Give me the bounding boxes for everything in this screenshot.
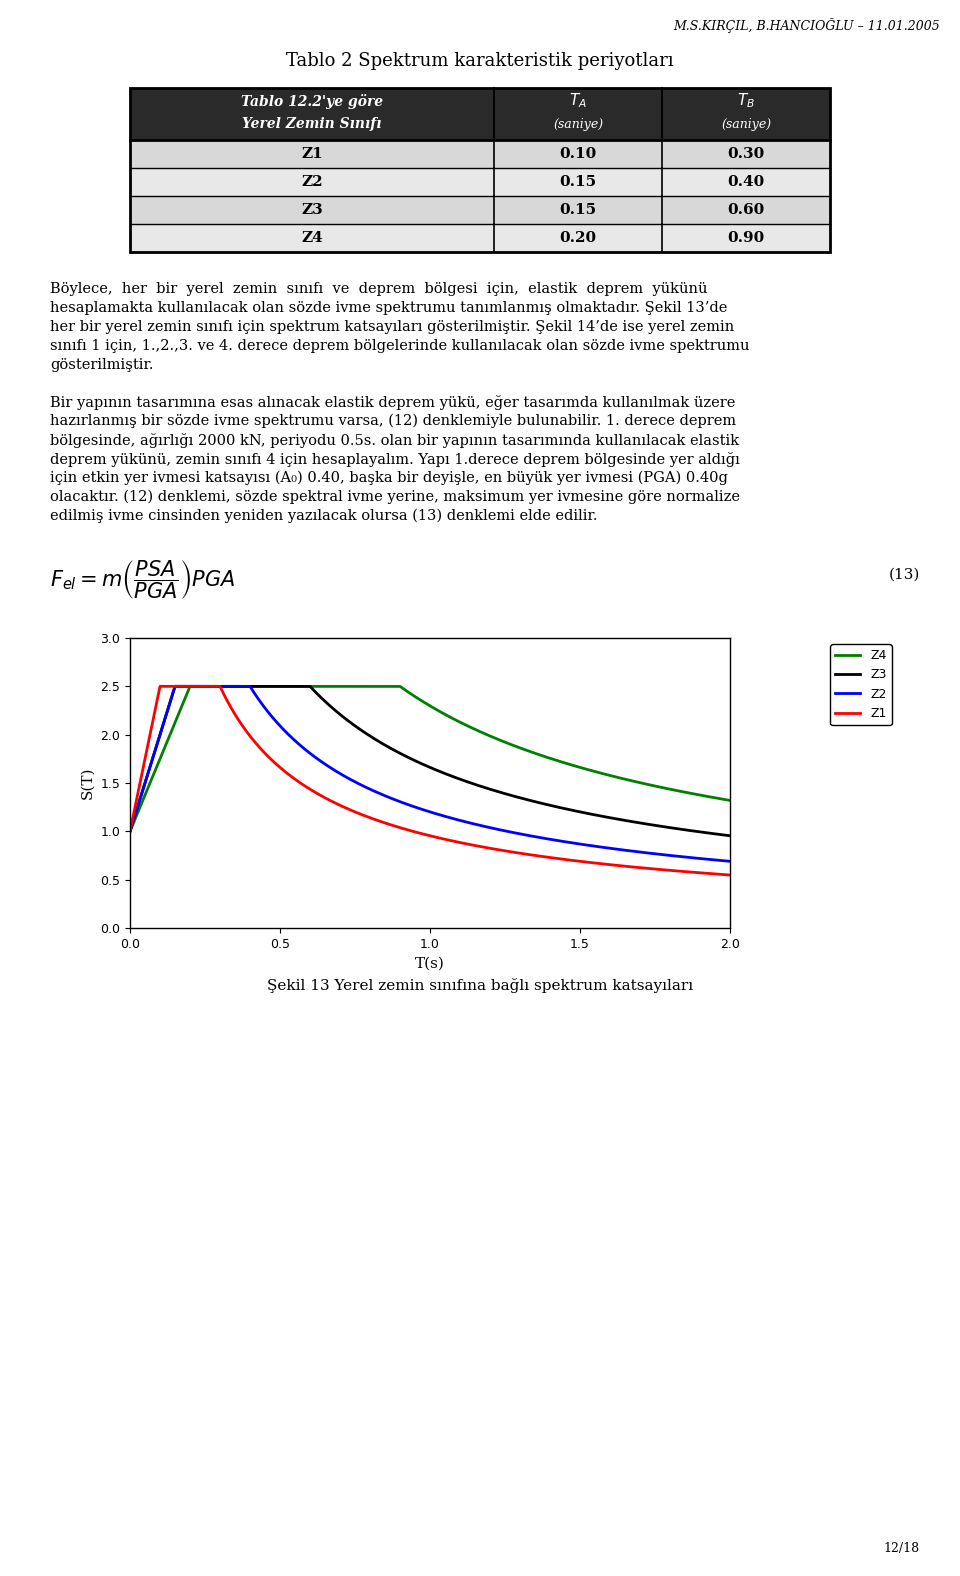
Line: Z3: Z3 [130,686,730,835]
Z4 [707,788,718,807]
Text: edilmiş ivme cinsinden yeniden yazılacak olursa (13) denklemi elde edilir.: edilmiş ivme cinsinden yeniden yazılacak… [50,509,597,523]
X-axis label: T(s): T(s) [415,957,444,971]
Z1 [707,864,718,883]
Z4 [124,821,135,840]
Z2 [707,851,718,870]
Text: Z2: Z2 [301,175,323,189]
Z2 [724,853,735,872]
Text: her bir yerel zemin sınıfı için spektrum katsayıları gösterilmiştir. Şekil 14’de: her bir yerel zemin sınıfı için spektrum… [50,320,734,334]
Text: Tablo 12.2'ye göre: Tablo 12.2'ye göre [241,93,383,109]
Text: $T_B$: $T_B$ [737,91,755,110]
Text: olacaktır. (12) denklemi, sözde spektral ivme yerine, maksimum yer ivmesine göre: olacaktır. (12) denklemi, sözde spektral… [50,490,740,504]
Y-axis label: S(T): S(T) [81,768,95,799]
Text: Z3: Z3 [301,203,323,217]
Z3 [597,807,609,826]
Z3 [724,826,735,845]
Text: sınıfı 1 için, 1.,2.,3. ve 4. derece deprem bölgelerinde kullanılacak olan sözde: sınıfı 1 için, 1.,2.,3. ve 4. derece dep… [50,339,750,353]
Z3 [124,821,135,840]
Text: hesaplamakta kullanılacak olan sözde ivme spektrumu tanımlanmış olmaktadır. Şeki: hesaplamakta kullanılacak olan sözde ivm… [50,301,728,315]
Bar [130,88,830,252]
Text: (saniye): (saniye) [553,118,603,131]
Z2 [124,821,135,840]
Bar [130,88,830,140]
Text: Bir yapının tasarımına esas alınacak elastik deprem yükü, eğer tasarımda kullanı: Bir yapının tasarımına esas alınacak ela… [50,396,735,410]
Text: Şekil 13 Yerel zemin sınıfına bağlı spektrum katsayıları: Şekil 13 Yerel zemin sınıfına bağlı spek… [267,979,693,993]
Text: Tablo 2 Spektrum karakteristik periyotları: Tablo 2 Spektrum karakteristik periyotla… [286,52,674,69]
Text: Z1: Z1 [301,147,323,161]
Z4 [417,692,428,711]
Text: Z4: Z4 [301,232,323,244]
Text: (13): (13) [889,567,920,582]
Z1 [124,821,135,840]
Line: Z4: Z4 [130,686,730,831]
Z1 [155,676,166,695]
Z4 [400,681,412,700]
Z4 [184,676,196,695]
Z4 [724,791,735,810]
Text: 0.90: 0.90 [728,232,764,244]
Z3 [707,824,718,843]
Text: 12/18: 12/18 [884,1541,920,1556]
Text: M.S.KIRÇIL, B.HANCIOĞLU – 11.01.2005: M.S.KIRÇIL, B.HANCIOĞLU – 11.01.2005 [673,17,940,33]
Z4 [708,788,719,807]
Text: 0.15: 0.15 [560,203,596,217]
Text: bölgesinde, ağırlığı 2000 kN, periyodu 0.5s. olan bir yapının tasarımında kullan: bölgesinde, ağırlığı 2000 kN, periyodu 0… [50,433,739,448]
Z2 [708,851,719,870]
Z3 [400,747,412,766]
Z1 [708,864,719,883]
Z4 [597,764,609,783]
Text: $T_A$: $T_A$ [569,91,587,110]
Text: gösterilmiştir.: gösterilmiştir. [50,358,154,372]
Text: 0.20: 0.20 [560,232,596,244]
Z1 [156,676,167,695]
Legend: Z4, Z3, Z2, Z1: Z4, Z3, Z2, Z1 [830,645,892,725]
Bar [130,195,830,224]
Line: Z2: Z2 [130,686,730,862]
Bar [130,169,830,195]
Text: deprem yükünü, zemin sınıfı 4 için hesaplayalım. Yapı 1.derece deprem bölgesinde: deprem yükünü, zemin sınıfı 4 için hesap… [50,452,740,466]
Z2 [155,723,166,742]
Z1 [400,820,412,838]
Z4 [155,749,166,768]
Text: $F_{el} = m\left(\dfrac{PSA}{PGA}\right)PGA$: $F_{el} = m\left(\dfrac{PSA}{PGA}\right)… [50,558,235,600]
Z1 [724,865,735,884]
Bar [130,224,830,252]
Z1 [597,854,609,873]
Text: Yerel Zemin Sınıfı: Yerel Zemin Sınıfı [242,117,382,131]
Z3 [417,755,428,774]
Text: 0.10: 0.10 [560,147,596,161]
Bar [130,140,830,169]
Z2 [400,794,412,813]
Text: için etkin yer ivmesi katsayısı (A₀) 0.40, başka bir deyişle, en büyük yer ivmes: için etkin yer ivmesi katsayısı (A₀) 0.4… [50,471,728,485]
Text: 0.15: 0.15 [560,175,596,189]
Text: 0.60: 0.60 [728,203,764,217]
Z2 [597,838,609,857]
Z3 [169,676,180,695]
Text: Böylece,  her  bir  yerel  zemin  sınıfı  ve  deprem  bölgesi  için,  elastik  d: Böylece, her bir yerel zemin sınıfı ve d… [50,282,708,296]
Z1 [417,824,428,843]
Text: hazırlanmış bir sözde ivme spektrumu varsa, (12) denklemiyle bulunabilir. 1. der: hazırlanmış bir sözde ivme spektrumu var… [50,414,736,429]
Z3 [708,824,719,843]
Z2 [169,676,180,695]
Text: 0.40: 0.40 [728,175,764,189]
Z3 [155,723,166,742]
Z2 [417,801,428,820]
Line: Z1: Z1 [130,686,730,875]
Text: 0.30: 0.30 [728,147,764,161]
Text: (saniye): (saniye) [721,118,771,131]
